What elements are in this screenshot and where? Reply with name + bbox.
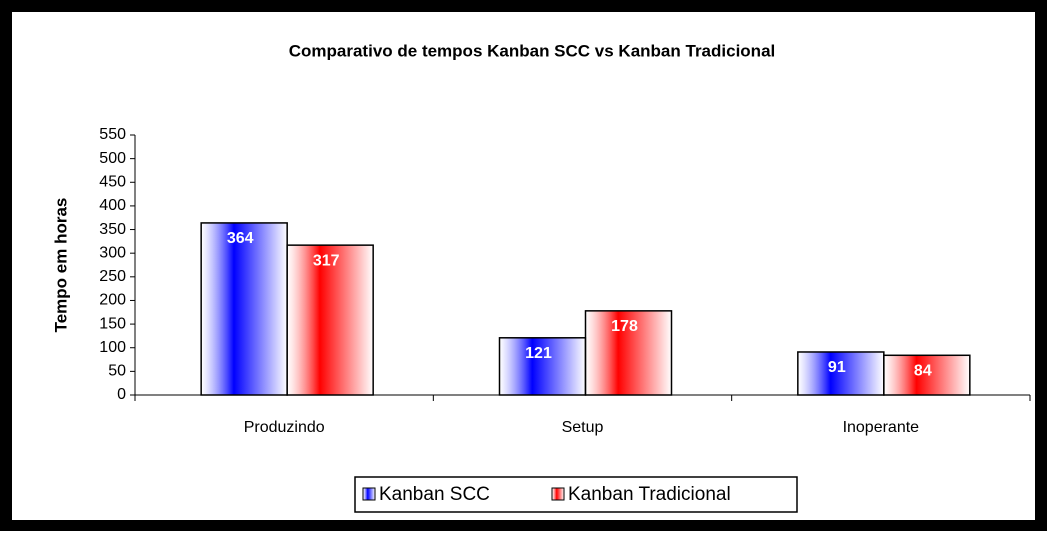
y-tick-label: 300 — [99, 244, 126, 261]
chart-title: Comparativo de tempos Kanban SCC vs Kanb… — [289, 41, 776, 60]
data-label: 364 — [227, 230, 254, 247]
y-tick-label: 250 — [99, 268, 126, 285]
legend-label: Kanban SCC — [379, 484, 490, 505]
bar — [286, 244, 374, 396]
legend-box — [354, 476, 798, 513]
bar — [883, 354, 971, 396]
legend-swatch — [362, 487, 376, 501]
y-tick-label: 200 — [99, 292, 126, 309]
data-label: 317 — [313, 252, 340, 269]
y-tick-label: 500 — [99, 150, 126, 167]
y-tick-label: 0 — [117, 386, 126, 403]
x-tick-label: Produzindo — [244, 419, 325, 436]
y-tick-label: 150 — [99, 315, 126, 332]
y-tick-label: 400 — [99, 197, 126, 214]
bar — [498, 337, 587, 396]
bar — [797, 351, 885, 396]
data-label: 91 — [828, 359, 846, 376]
bar — [200, 222, 288, 396]
legend-swatch — [551, 487, 565, 501]
data-label: 178 — [611, 318, 638, 335]
y-axis-label: Tempo em horas — [51, 198, 70, 333]
x-tick-label: Inoperante — [843, 419, 920, 436]
y-tick-label: 450 — [99, 173, 126, 190]
legend-label: Kanban Tradicional — [568, 484, 731, 505]
bar — [584, 310, 673, 396]
x-tick-label: Setup — [562, 419, 604, 436]
y-tick-label: 50 — [108, 363, 126, 380]
chart-area — [12, 12, 1035, 520]
y-tick-label: 550 — [99, 126, 126, 143]
data-label: 121 — [525, 345, 552, 362]
data-label: 84 — [914, 363, 932, 380]
y-tick-label: 350 — [99, 221, 126, 238]
y-tick-label: 100 — [99, 339, 126, 356]
